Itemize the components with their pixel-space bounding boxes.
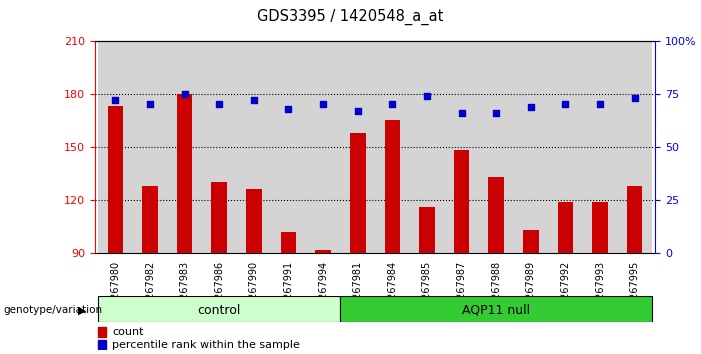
Text: AQP11 null: AQP11 null <box>462 304 530 317</box>
Text: count: count <box>112 327 144 337</box>
Point <box>525 104 536 109</box>
Bar <box>98 41 132 253</box>
Point <box>387 102 398 107</box>
Point <box>110 97 121 103</box>
Bar <box>246 189 261 253</box>
Bar <box>341 296 652 322</box>
Bar <box>557 202 573 253</box>
Text: genotype/variation: genotype/variation <box>4 305 102 315</box>
Point <box>560 102 571 107</box>
Bar <box>454 150 470 253</box>
Bar <box>444 41 479 253</box>
Bar <box>98 327 107 337</box>
Bar <box>419 207 435 253</box>
Point <box>456 110 467 116</box>
Bar <box>350 133 365 253</box>
Bar <box>479 41 514 253</box>
Bar <box>142 186 158 253</box>
Point <box>491 110 502 116</box>
Text: control: control <box>198 304 241 317</box>
Bar <box>306 41 341 253</box>
Point <box>318 102 329 107</box>
Bar <box>385 120 400 253</box>
Bar <box>489 177 504 253</box>
Text: percentile rank within the sample: percentile rank within the sample <box>112 339 300 349</box>
Bar <box>202 41 236 253</box>
Point <box>179 91 190 97</box>
Point <box>248 97 259 103</box>
Bar <box>177 94 193 253</box>
Point <box>421 93 433 99</box>
Point <box>352 108 363 114</box>
Bar <box>523 230 538 253</box>
Point <box>144 102 156 107</box>
Text: ▶: ▶ <box>79 305 87 315</box>
Bar <box>375 41 409 253</box>
Bar <box>341 41 375 253</box>
Point <box>214 102 225 107</box>
Bar <box>98 296 341 322</box>
Bar <box>315 250 331 253</box>
Bar <box>108 106 123 253</box>
Point <box>283 106 294 112</box>
Bar <box>592 202 608 253</box>
Bar <box>280 232 297 253</box>
Bar <box>514 41 548 253</box>
Bar <box>168 41 202 253</box>
Bar <box>98 340 107 349</box>
Bar <box>583 41 618 253</box>
Bar <box>618 41 652 253</box>
Point <box>594 102 606 107</box>
Bar <box>236 41 271 253</box>
Bar <box>548 41 583 253</box>
Text: GDS3395 / 1420548_a_at: GDS3395 / 1420548_a_at <box>257 9 444 25</box>
Bar <box>271 41 306 253</box>
Bar <box>212 182 227 253</box>
Bar <box>132 41 168 253</box>
Point <box>629 95 640 101</box>
Bar <box>627 186 642 253</box>
Bar <box>409 41 444 253</box>
